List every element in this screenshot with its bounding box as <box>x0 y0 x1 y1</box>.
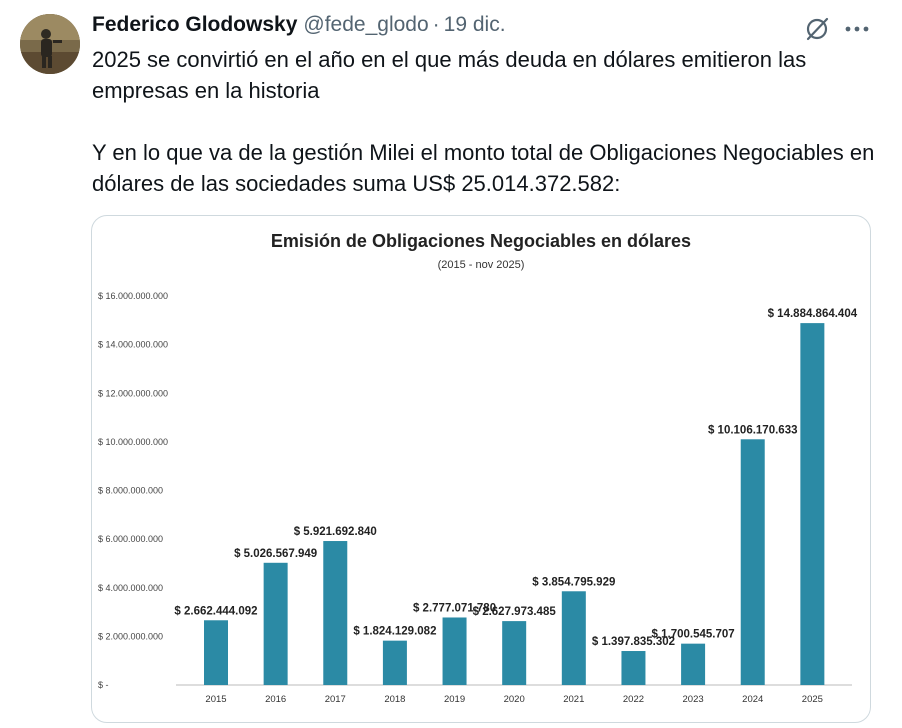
y-tick-label: $ 12.000.000.000 <box>98 388 168 398</box>
bar-2022 <box>621 651 646 685</box>
data-label-2021: $ 3.854.795.929 <box>532 576 615 588</box>
bar-2024 <box>740 439 765 685</box>
data-label-2025: $ 14.884.864.404 <box>768 308 858 320</box>
tweet-date[interactable]: 19 dic. <box>443 13 506 36</box>
chart-axes: $ - $ 2.000.000.000 $ 4.000.000.000 $ 6.000… <box>98 291 852 705</box>
y-tick-label: $ 6.000.000.000 <box>98 534 163 544</box>
bar-2021 <box>561 591 586 685</box>
bar-2020 <box>502 621 527 685</box>
bar-2023 <box>681 643 706 685</box>
x-tick-label: 2022 <box>623 694 644 705</box>
tweet-media-chart[interactable]: Emisión de Obligaciones Negociables en d… <box>91 215 871 723</box>
data-label-2020: $ 2.627.973.485 <box>473 606 557 618</box>
y-tick-label: $ 16.000.000.000 <box>98 291 168 301</box>
x-tick-label: 2019 <box>444 694 465 705</box>
bar-2015 <box>204 620 228 685</box>
bar-2017 <box>323 541 348 685</box>
x-tick-label: 2024 <box>742 694 763 705</box>
y-tick-label: $ 10.000.000.000 <box>98 437 168 447</box>
y-tick-label: $ 2.000.000.000 <box>98 631 163 641</box>
data-label-2015: $ 2.662.444.092 <box>174 605 257 617</box>
data-label-2023: $ 1.700.545.707 <box>652 629 735 641</box>
data-label-2017: $ 5.921.692.840 <box>294 526 377 538</box>
x-tick-label: 2020 <box>504 694 525 705</box>
x-tick-label: 2016 <box>265 694 286 705</box>
x-tick-label: 2023 <box>683 694 704 705</box>
tweet-header: Federico Glodowsky @fede_glodo · 19 dic. <box>92 13 506 43</box>
data-label-2022: $ 1.397.835.302 <box>592 636 675 648</box>
author-handle[interactable]: @fede_glodo <box>303 13 429 36</box>
more-icon[interactable] <box>840 14 874 44</box>
x-tick-label: 2015 <box>205 694 226 705</box>
y-tick-label: $ 4.000.000.000 <box>98 583 163 593</box>
x-tick-label: 2025 <box>802 694 823 705</box>
y-tick-label: $ - <box>98 680 109 690</box>
x-tick-label: 2017 <box>325 694 346 705</box>
separator: · <box>432 13 440 36</box>
chart-title: Emisión de Obligaciones Negociables en d… <box>271 231 691 251</box>
author-name[interactable]: Federico Glodowsky <box>92 13 298 36</box>
tweet-paragraph-1: 2025 se convirtió en el año en el que má… <box>92 47 807 103</box>
grok-icon[interactable] <box>802 14 832 44</box>
data-label-2016: $ 5.026.567.949 <box>234 548 317 560</box>
bar-2016 <box>263 562 288 685</box>
chart-bars: $ 2.662.444.092 $ 5.026.567.949 $ 5.921.69… <box>174 308 858 685</box>
avatar[interactable] <box>20 14 80 74</box>
bar-2025 <box>800 323 825 685</box>
tweet-paragraph-2: Y en lo que va de la gestión Milei el mo… <box>92 140 875 196</box>
data-label-2024: $ 10.106.170.633 <box>708 424 798 436</box>
tweet-text: 2025 se convirtió en el año en el que má… <box>92 44 882 199</box>
bar-chart: Emisión de Obligaciones Negociables en d… <box>98 231 858 705</box>
chart-subtitle: (2015 - nov 2025) <box>438 259 525 271</box>
bar-2019 <box>442 617 467 685</box>
y-tick-label: $ 8.000.000.000 <box>98 486 163 496</box>
x-tick-label: 2021 <box>563 694 584 705</box>
data-label-2018: $ 1.824.129.082 <box>353 626 436 638</box>
data-label-2019: $ 2.777.071.780 <box>413 602 496 614</box>
y-tick-label: $ 14.000.000.000 <box>98 340 168 350</box>
x-tick-label: 2018 <box>384 694 405 705</box>
bar-2018 <box>382 640 407 685</box>
